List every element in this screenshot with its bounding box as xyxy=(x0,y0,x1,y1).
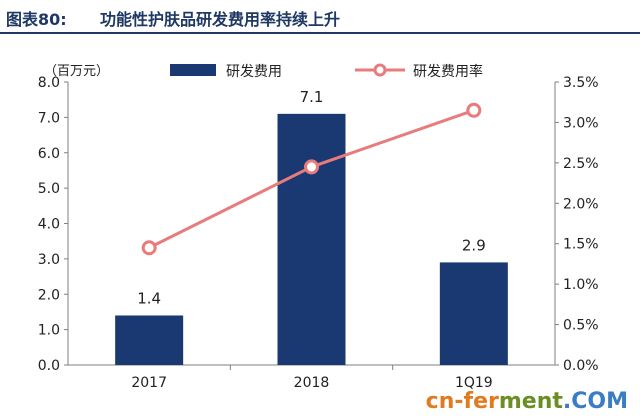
line-point-1Q19 xyxy=(466,102,482,118)
y-right-tick-label: 1.0% xyxy=(563,277,599,293)
y-right-tick-label: 2.5% xyxy=(563,156,599,172)
x-tick-label: 2017 xyxy=(131,375,167,391)
y-left-tick-label: 5.0 xyxy=(38,181,60,197)
figure-header: 图表80: 功能性护肤品研发费用率持续上升 xyxy=(0,0,640,34)
line-point-2017 xyxy=(141,240,157,256)
watermark: cn-ferment.COM xyxy=(426,389,628,414)
bar-value-label: 2.9 xyxy=(462,236,486,254)
y-right-tick-label: 2.0% xyxy=(563,196,599,212)
bar-1Q19 xyxy=(439,262,508,365)
bar-value-label: 1.4 xyxy=(137,289,161,307)
legend-label-bar: 研发费用 xyxy=(226,64,282,80)
header-rule xyxy=(0,32,640,34)
bar-2018 xyxy=(277,113,346,366)
x-tick-label: 1Q19 xyxy=(455,375,493,391)
watermark-part-3: .COM xyxy=(562,389,628,414)
figure-label: 图表80: xyxy=(6,10,67,29)
watermark-part-1: cn-fer xyxy=(425,389,499,414)
legend-swatch-marker xyxy=(373,63,387,77)
x-tick-label: 2018 xyxy=(294,375,330,391)
bar-value-label: 7.1 xyxy=(300,88,324,106)
line-point-2018 xyxy=(304,159,319,175)
y-right-tick-label: 0.0% xyxy=(563,358,599,374)
y-right-tick-label: 3.5% xyxy=(563,75,599,91)
chart-title: 功能性护肤品研发费用率持续上升 xyxy=(100,10,341,29)
y-right-tick-label: 1.5% xyxy=(563,237,599,253)
y-left-tick-label: 8.0 xyxy=(38,75,60,91)
bar-2017 xyxy=(115,315,184,365)
y-left-unit-label: （百万元） xyxy=(44,64,109,79)
y-left-tick-label: 3.0 xyxy=(38,252,60,268)
watermark-part-2: ment xyxy=(498,389,563,414)
y-right-tick-label: 0.5% xyxy=(563,318,599,334)
y-left-tick-label: 1.0 xyxy=(38,323,60,339)
y-left-tick-label: 4.0 xyxy=(38,217,60,233)
y-left-tick-label: 0.0 xyxy=(38,358,60,374)
y-left-tick-label: 2.0 xyxy=(38,287,60,303)
legend-label-line: 研发费用率 xyxy=(413,63,483,80)
y-left-tick-label: 6.0 xyxy=(38,146,60,162)
y-left-tick-label: 7.0 xyxy=(38,110,60,126)
legend-swatch-bar xyxy=(170,64,216,76)
y-right-tick-label: 3.0% xyxy=(563,115,599,131)
